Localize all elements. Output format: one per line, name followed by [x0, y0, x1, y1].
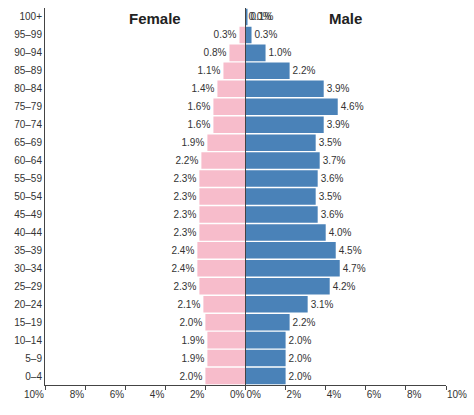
- svg-text:3.5%: 3.5%: [319, 191, 342, 202]
- svg-text:2.2%: 2.2%: [293, 317, 316, 328]
- svg-text:3.6%: 3.6%: [321, 173, 344, 184]
- svg-text:30–34: 30–34: [14, 263, 42, 274]
- svg-text:10%: 10%: [24, 389, 44, 400]
- svg-text:2%: 2%: [190, 389, 205, 400]
- svg-text:3.9%: 3.9%: [327, 83, 350, 94]
- svg-text:8%: 8%: [407, 389, 422, 400]
- svg-text:2.2%: 2.2%: [293, 65, 316, 76]
- svg-text:0–4: 0–4: [25, 371, 42, 382]
- svg-text:Male: Male: [329, 10, 362, 27]
- svg-text:8%: 8%: [70, 389, 85, 400]
- svg-text:2.0%: 2.0%: [289, 335, 312, 346]
- svg-text:1.6%: 1.6%: [188, 119, 211, 130]
- svg-text:85–89: 85–89: [14, 65, 42, 76]
- svg-text:20–24: 20–24: [14, 299, 42, 310]
- svg-text:2.0%: 2.0%: [289, 371, 312, 382]
- svg-text:0%: 0%: [247, 389, 262, 400]
- svg-text:90–94: 90–94: [14, 47, 42, 58]
- svg-text:2.0%: 2.0%: [179, 371, 202, 382]
- svg-text:60–64: 60–64: [14, 155, 42, 166]
- svg-text:100+: 100+: [19, 11, 42, 22]
- svg-text:1.6%: 1.6%: [188, 101, 211, 112]
- svg-text:3.5%: 3.5%: [319, 137, 342, 148]
- svg-text:1.9%: 1.9%: [182, 137, 205, 148]
- svg-text:2.3%: 2.3%: [173, 227, 196, 238]
- svg-text:2.3%: 2.3%: [173, 191, 196, 202]
- svg-text:4%: 4%: [150, 389, 165, 400]
- svg-text:2.4%: 2.4%: [171, 245, 194, 256]
- svg-text:4%: 4%: [327, 389, 342, 400]
- svg-text:2%: 2%: [287, 389, 302, 400]
- svg-text:1.9%: 1.9%: [182, 353, 205, 364]
- svg-text:3.9%: 3.9%: [327, 119, 350, 130]
- svg-text:2.3%: 2.3%: [173, 209, 196, 220]
- svg-text:95–99: 95–99: [14, 29, 42, 40]
- svg-text:4.0%: 4.0%: [329, 227, 352, 238]
- svg-text:25–29: 25–29: [14, 281, 42, 292]
- svg-text:55–59: 55–59: [14, 173, 42, 184]
- svg-text:2.0%: 2.0%: [289, 353, 312, 364]
- svg-text:75–79: 75–79: [14, 101, 42, 112]
- svg-text:80–84: 80–84: [14, 83, 42, 94]
- svg-text:4.5%: 4.5%: [339, 245, 362, 256]
- svg-text:65–69: 65–69: [14, 137, 42, 148]
- svg-text:2.0%: 2.0%: [179, 317, 202, 328]
- svg-text:50–54: 50–54: [14, 191, 42, 202]
- svg-text:0.1%: 0.1%: [251, 11, 274, 22]
- svg-text:0.0%: 0.0%: [249, 11, 272, 22]
- svg-text:3.1%: 3.1%: [311, 299, 334, 310]
- svg-text:15–19: 15–19: [14, 317, 42, 328]
- svg-text:10%: 10%: [447, 389, 467, 400]
- svg-text:45–49: 45–49: [14, 209, 42, 220]
- svg-text:6%: 6%: [367, 389, 382, 400]
- svg-text:0%: 0%: [230, 389, 245, 400]
- svg-text:2.3%: 2.3%: [173, 173, 196, 184]
- svg-text:1.9%: 1.9%: [182, 335, 205, 346]
- svg-text:5–9: 5–9: [25, 353, 42, 364]
- svg-text:4.6%: 4.6%: [341, 101, 364, 112]
- svg-text:2.3%: 2.3%: [173, 281, 196, 292]
- svg-text:2.1%: 2.1%: [177, 299, 200, 310]
- svg-text:40–44: 40–44: [14, 227, 42, 238]
- svg-text:2.4%: 2.4%: [171, 263, 194, 274]
- svg-text:1.0%: 1.0%: [269, 47, 292, 58]
- svg-text:0.8%: 0.8%: [204, 47, 227, 58]
- svg-text:4.2%: 4.2%: [333, 281, 356, 292]
- svg-text:3.7%: 3.7%: [323, 155, 346, 166]
- svg-text:0.3%: 0.3%: [255, 29, 278, 40]
- svg-text:10–14: 10–14: [14, 335, 42, 346]
- svg-text:2.2%: 2.2%: [175, 155, 198, 166]
- svg-text:Female: Female: [129, 10, 181, 27]
- svg-text:6%: 6%: [110, 389, 125, 400]
- svg-text:1.1%: 1.1%: [198, 65, 221, 76]
- svg-text:4.7%: 4.7%: [343, 263, 366, 274]
- svg-text:35–39: 35–39: [14, 245, 42, 256]
- svg-text:0.3%: 0.3%: [214, 29, 237, 40]
- svg-text:1.4%: 1.4%: [192, 83, 215, 94]
- svg-text:3.6%: 3.6%: [321, 209, 344, 220]
- svg-text:70–74: 70–74: [14, 119, 42, 130]
